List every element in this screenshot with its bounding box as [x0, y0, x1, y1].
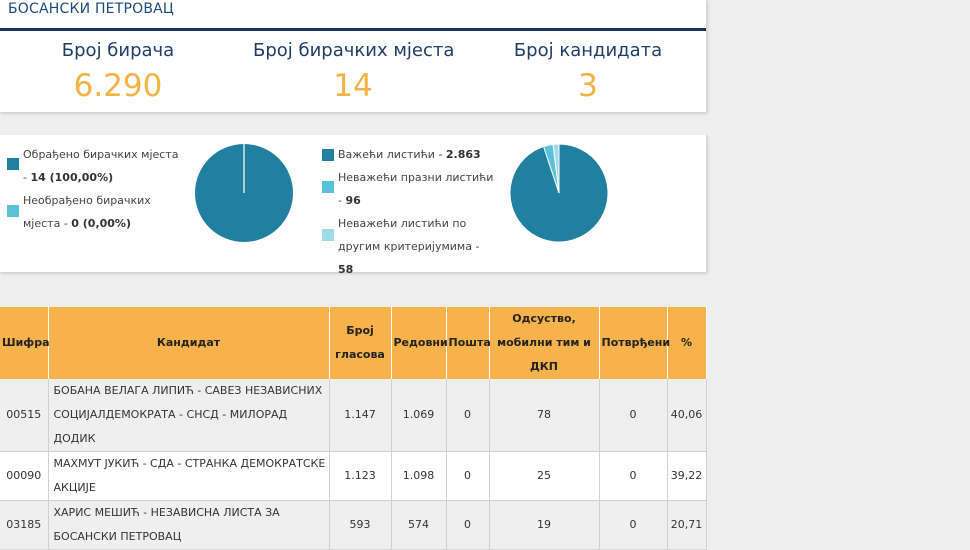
cell-candidate: БОБАНА ВЕЛАГА ЛИПИЋ - САВЕЗ НЕЗАВИСНИХ С… — [48, 379, 330, 452]
legend-label: Обрађено бирачких мјеста - — [23, 148, 179, 184]
cell-code: 03185 — [0, 500, 49, 550]
table-row: 00515 БОБАНА ВЕЛАГА ЛИПИЋ - САВЕЗ НЕЗАВИ… — [0, 379, 707, 452]
ballots-pie-slice-2[interactable] — [552, 143, 560, 194]
summary-card: БОСАНСКИ ПЕТРОВАЦ Број бирача 6.290 Број… — [0, 0, 707, 113]
stat-candidates: Број кандидата 3 — [488, 40, 688, 104]
table-header-row: Шифра Кандидат Број гласова Редовни Пошт… — [0, 307, 707, 379]
cell-code: 00090 — [0, 451, 49, 501]
stat-voters-value: 6.290 — [73, 68, 163, 104]
pie-chart-ballots[interactable] — [509, 143, 609, 243]
stat-polling-stations-value: 14 — [333, 68, 373, 104]
cell-confirmed: 0 — [599, 451, 668, 501]
legend-label: Необрађено бирачких мјеста - — [23, 194, 151, 230]
cell-mail: 0 — [446, 379, 490, 452]
cell-absentee: 25 — [489, 451, 600, 501]
col-header-mail[interactable]: Пошта — [446, 307, 491, 379]
col-header-regular[interactable]: Редовни — [391, 307, 448, 379]
legend-swatch-invalid-other — [322, 229, 334, 241]
col-header-absentee[interactable]: Одсуство, мобилни тим и ДКП — [489, 307, 600, 379]
legend-value: 2.863 — [445, 148, 481, 161]
legend-unprocessed-stations: Необрађено бирачких мјеста - 0 (0,00%) — [23, 189, 183, 235]
municipality-title: БОСАНСКИ ПЕТРОВАЦ — [8, 1, 174, 17]
cell-code: 00515 — [0, 379, 49, 452]
pie-chart-stations[interactable] — [194, 143, 294, 243]
legend-invalid-other-ballots: Неважећи листићи по другим критеријумима… — [338, 212, 498, 281]
table-row: 00090 МАХМУТ ЈУКИЋ - СДА - СТРАНКА ДЕМОК… — [0, 451, 707, 501]
cell-candidate: ХАРИС МЕШИЋ - НЕЗАВИСНА ЛИСТА ЗА БОСАНСК… — [48, 500, 330, 550]
cell-confirmed: 0 — [599, 379, 668, 452]
stat-polling-stations: Број бирачких мјеста 14 — [253, 40, 455, 104]
cell-confirmed: 0 — [599, 500, 668, 550]
cell-absentee: 19 — [489, 500, 600, 550]
legend-valid-ballots: Важећи листићи - 2.863 — [338, 143, 498, 166]
col-header-percent[interactable]: % — [667, 307, 707, 379]
legend-value: 58 — [338, 263, 354, 276]
stat-voters: Број бирача 6.290 — [18, 40, 218, 104]
cell-votes: 593 — [329, 500, 392, 550]
legend-processed-stations: Обрађено бирачких мјеста - 14 (100,00%) — [23, 143, 183, 189]
stat-candidates-value: 3 — [578, 68, 598, 104]
stat-voters-label: Број бирача — [61, 40, 175, 61]
legend-value: 14 (100,00%) — [30, 171, 114, 184]
cell-percent: 20,71 — [667, 500, 707, 550]
legend-swatch-processed — [7, 158, 19, 170]
cell-regular: 574 — [391, 500, 447, 550]
cell-mail: 0 — [446, 451, 490, 501]
col-header-confirmed[interactable]: Потврђени — [599, 307, 670, 379]
legend-label: Важећи листићи - — [338, 148, 446, 161]
cell-absentee: 78 — [489, 379, 600, 452]
legend-swatch-invalid-empty — [322, 181, 334, 193]
legend-swatch-unprocessed — [7, 205, 19, 217]
cell-candidate: МАХМУТ ЈУКИЋ - СДА - СТРАНКА ДЕМОКРАТСКЕ… — [48, 451, 330, 501]
col-header-votes[interactable]: Број гласова — [329, 307, 392, 379]
table-row: 03185 ХАРИС МЕШИЋ - НЕЗАВИСНА ЛИСТА ЗА Б… — [0, 500, 707, 550]
col-header-code[interactable]: Шифра — [0, 307, 50, 379]
cell-percent: 40,06 — [667, 379, 707, 452]
title-underline — [0, 28, 706, 31]
cell-mail: 0 — [446, 500, 490, 550]
stat-candidates-label: Број кандидата — [513, 40, 663, 61]
stat-polling-stations-label: Број бирачких мјеста — [253, 40, 455, 61]
cell-votes: 1.123 — [329, 451, 392, 501]
cell-regular: 1.069 — [391, 379, 447, 452]
legend-value: 96 — [345, 194, 361, 207]
legend-label: Неважећи празни листићи - — [338, 171, 494, 207]
cell-percent: 39,22 — [667, 451, 707, 501]
col-header-candidate[interactable]: Кандидат — [48, 307, 330, 379]
legend-swatch-valid — [322, 149, 334, 161]
cell-votes: 1.147 — [329, 379, 392, 452]
cell-regular: 1.098 — [391, 451, 447, 501]
legend-invalid-empty-ballots: Неважећи празни листићи - 96 — [338, 166, 498, 212]
legend-label: Неважећи листићи по другим критеријумима… — [338, 217, 480, 253]
results-table: Шифра Кандидат Број гласова Редовни Пошт… — [0, 307, 707, 550]
legend-value: 0 (0,00%) — [71, 217, 131, 230]
